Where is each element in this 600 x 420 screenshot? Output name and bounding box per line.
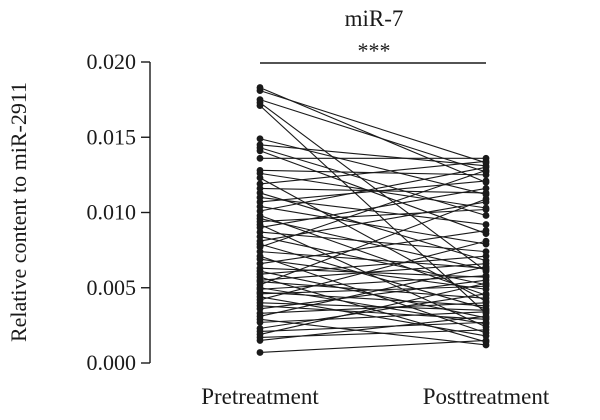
pair-line xyxy=(259,138,487,195)
pair-line xyxy=(259,240,487,301)
pair-line xyxy=(259,166,487,212)
pretreatment-point xyxy=(256,337,264,344)
posttreatment-point xyxy=(482,237,490,245)
x-axis-tick-labels: Pretreatment Posttreatment xyxy=(201,384,550,409)
pair-line xyxy=(259,105,487,314)
pretreatment-point xyxy=(256,135,264,143)
pair-line xyxy=(259,187,487,229)
paired-lines xyxy=(259,87,487,354)
pair-line xyxy=(259,291,487,307)
pair-line xyxy=(259,217,487,271)
pair-line xyxy=(259,266,487,317)
pair-line xyxy=(259,99,487,173)
posttreatment-point xyxy=(482,221,490,228)
pair-line xyxy=(259,90,487,164)
posttreatment-point xyxy=(482,212,490,219)
pair-line xyxy=(259,230,487,265)
x-tick-label-posttreatment: Posttreatment xyxy=(423,384,550,409)
pair-line xyxy=(259,196,487,226)
posttreatment-point xyxy=(482,290,490,298)
posttreatment-point xyxy=(482,195,490,203)
chart-title: miR-7 xyxy=(345,6,404,31)
posttreatment-point xyxy=(482,263,490,271)
pair-line xyxy=(259,285,487,295)
pair-line xyxy=(259,339,487,354)
posttreatment-point xyxy=(482,206,490,213)
pair-line xyxy=(259,255,487,275)
x-tick-label-pretreatment: Pretreatment xyxy=(201,384,319,409)
pair-line xyxy=(259,205,487,245)
pair-line xyxy=(259,267,487,278)
pair-line xyxy=(259,180,487,203)
pair-line xyxy=(259,315,487,341)
pair-line xyxy=(259,263,487,281)
y-tick-label: 0.005 xyxy=(87,275,137,300)
pair-line xyxy=(259,251,487,269)
pair-line xyxy=(259,275,487,290)
pair-line xyxy=(259,258,487,290)
pair-line xyxy=(259,296,487,337)
posttreatment-point xyxy=(482,299,490,307)
pretreatment-point xyxy=(256,318,264,326)
y-tick-label: 0.000 xyxy=(87,350,137,375)
posttreatment-point xyxy=(482,166,490,174)
pair-line xyxy=(259,147,487,217)
data-points xyxy=(256,84,490,356)
y-tick-label: 0.015 xyxy=(87,124,137,149)
pair-line xyxy=(259,144,487,167)
significance-label: *** xyxy=(358,38,391,63)
pair-line xyxy=(259,187,487,194)
pair-line xyxy=(259,287,487,325)
pair-line xyxy=(259,236,487,286)
posttreatment-point xyxy=(482,337,490,344)
posttreatment-point xyxy=(482,227,490,234)
posttreatment-point xyxy=(482,157,490,165)
pair-line xyxy=(259,102,487,272)
posttreatment-point xyxy=(482,279,490,287)
pair-line xyxy=(259,208,487,223)
posttreatment-point xyxy=(482,326,490,334)
pretreatment-point xyxy=(256,102,264,110)
pretreatment-point xyxy=(256,154,264,162)
pair-line xyxy=(259,87,487,183)
pair-line xyxy=(259,198,487,286)
y-axis-ticks: 0.000 0.005 0.010 0.015 0.020 xyxy=(87,49,150,375)
posttreatment-point xyxy=(482,177,490,185)
pair-line xyxy=(259,160,487,185)
pair-line xyxy=(259,293,487,329)
pretreatment-point xyxy=(256,147,264,155)
pair-line xyxy=(259,282,487,335)
y-tick-label: 0.020 xyxy=(87,49,137,74)
pretreatment-point xyxy=(256,349,264,356)
pair-line xyxy=(259,302,487,314)
posttreatment-point xyxy=(482,312,490,320)
posttreatment-point xyxy=(482,318,490,326)
pretreatment-point xyxy=(256,174,264,182)
y-tick-label: 0.010 xyxy=(87,200,137,225)
posttreatment-point xyxy=(482,252,490,260)
pair-line xyxy=(259,169,487,248)
pair-line xyxy=(259,321,487,332)
pair-line xyxy=(259,279,487,310)
pretreatment-point xyxy=(256,87,264,94)
pair-line xyxy=(259,311,487,323)
posttreatment-point xyxy=(482,185,490,192)
pair-line xyxy=(259,318,487,346)
pair-line xyxy=(259,214,487,296)
y-axis-label: Relative content to miR-2911 xyxy=(6,82,31,342)
